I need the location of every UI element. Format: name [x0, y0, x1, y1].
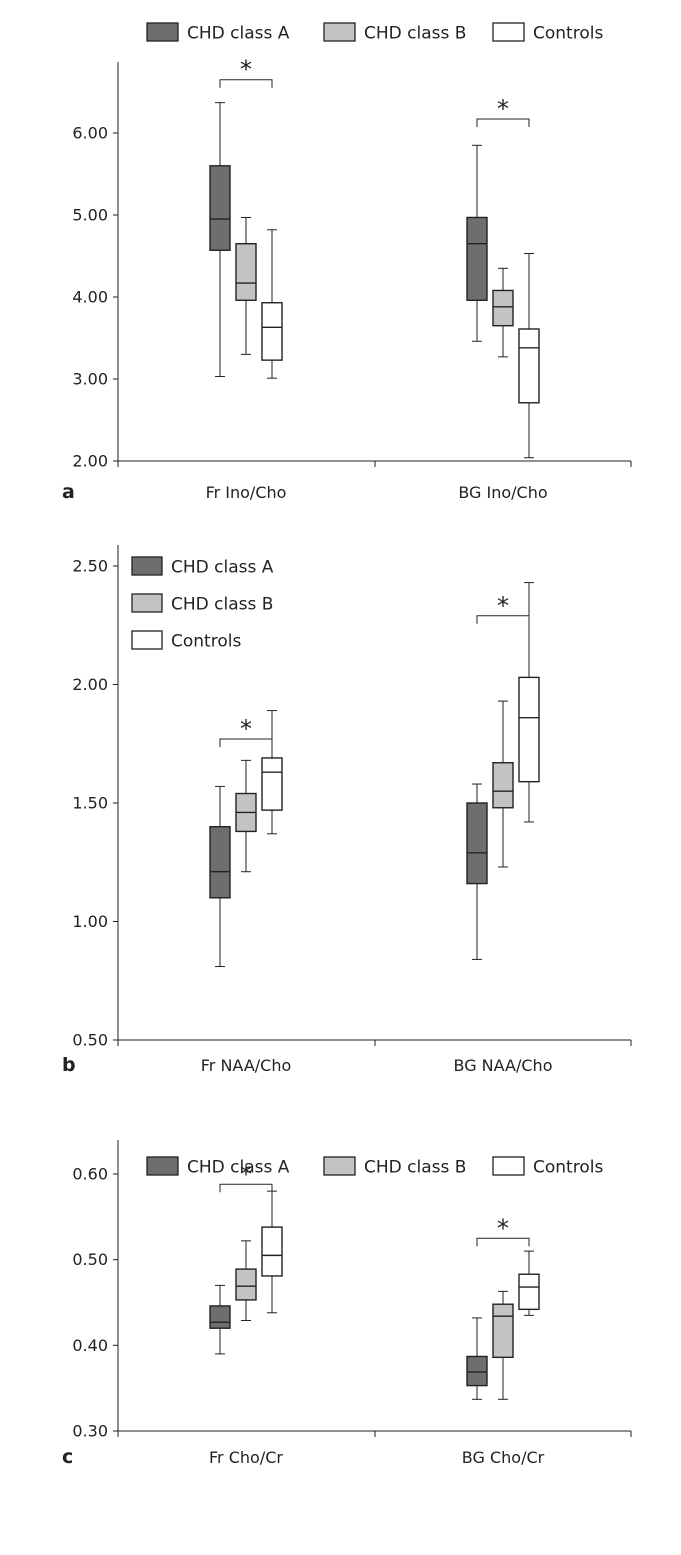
y-tick-label: 1.50: [72, 794, 108, 813]
box-plot: [518, 253, 540, 459]
iqr-box: [492, 762, 514, 809]
box-plot: [209, 1284, 231, 1355]
significance-bracket: [476, 118, 530, 128]
legend-swatch: [492, 22, 525, 42]
legend-label: CHD class A: [187, 24, 290, 44]
iqr-box: [209, 165, 231, 251]
significance-bracket: [219, 738, 273, 748]
iqr-box: [492, 1303, 514, 1359]
chart-panel-a: 2.00 3.00 4.00 5.00 6.00 a Fr Ino/Cho BG Ino/Ch…: [62, 22, 632, 503]
y-tick-label: 2.00: [72, 675, 108, 694]
box-plot: [235, 216, 257, 355]
iqr-box: [518, 1273, 540, 1311]
significance-star: *: [497, 1214, 509, 1242]
legend-swatch: [323, 22, 356, 42]
category-label: Fr NAA/Cho: [201, 1056, 292, 1075]
legend-swatch: [492, 1156, 525, 1176]
significance-star: *: [240, 56, 252, 84]
y-tick-label: 0.30: [72, 1422, 108, 1441]
iqr-box: [209, 1305, 231, 1329]
box-plot: [466, 1317, 488, 1400]
iqr-box: [466, 1355, 488, 1387]
significance-star: *: [240, 1160, 252, 1188]
iqr-box: [235, 1268, 257, 1301]
iqr-box: [518, 328, 540, 404]
legend-swatch: [131, 556, 163, 576]
panel-letter: a: [62, 481, 75, 503]
y-tick-label: 0.50: [72, 1031, 108, 1050]
legend-label: CHD class B: [364, 24, 466, 44]
iqr-box: [518, 676, 540, 783]
legend-label: CHD class A: [171, 558, 274, 578]
significance-star: *: [497, 592, 509, 620]
iqr-box: [261, 757, 283, 811]
box-plot: [261, 710, 283, 835]
legend-swatch: [131, 630, 163, 650]
significance-bracket: [476, 615, 530, 624]
iqr-box: [235, 242, 257, 301]
box-plot: [466, 144, 488, 342]
box-plot: [518, 582, 540, 823]
box-plot: [518, 1250, 540, 1316]
y-tick-label: 6.00: [72, 124, 108, 143]
iqr-box: [466, 802, 488, 885]
y-tick-label: 2.00: [72, 452, 108, 471]
panel-letter: b: [62, 1054, 76, 1076]
significance-star: *: [497, 95, 509, 123]
category-label: BG Cho/Cr: [462, 1448, 545, 1467]
legend-label: Controls: [533, 1158, 603, 1178]
y-tick-label: 0.40: [72, 1336, 108, 1355]
panel-letter: c: [62, 1446, 73, 1468]
legend-swatch: [131, 593, 163, 613]
chart-panel-b: 0.50 1.00 1.50 2.00 2.50 b Fr NAA/Cho BG NAA/Ch…: [62, 545, 632, 1076]
box-plot: [235, 1240, 257, 1321]
box-plot: [466, 783, 488, 960]
box-plot: [209, 102, 231, 378]
box-plot: [235, 759, 257, 873]
box-plot: [492, 1290, 514, 1400]
legend-swatch: [323, 1156, 356, 1176]
category-label: Fr Ino/Cho: [206, 483, 287, 502]
chart-panel-c: 0.30 0.40 0.50 0.60 c Fr Cho/Cr BG Cho/Cr CHD c…: [62, 1140, 632, 1468]
iqr-box: [261, 1226, 283, 1277]
box-plot: [261, 1190, 283, 1314]
legend-label: CHD class A: [187, 1158, 290, 1178]
box-plot: [261, 229, 283, 379]
y-tick-label: 3.00: [72, 370, 108, 389]
box-plot: [492, 700, 514, 868]
box-plot: [492, 267, 514, 358]
box-plot: [209, 785, 231, 968]
iqr-box: [209, 826, 231, 899]
category-label: BG Ino/Cho: [458, 483, 547, 502]
iqr-box: [261, 302, 283, 361]
y-tick-label: 2.50: [72, 557, 108, 576]
iqr-box: [492, 289, 514, 327]
category-label: Fr Cho/Cr: [209, 1448, 283, 1467]
legend-label: Controls: [171, 632, 241, 652]
significance-bracket: [219, 79, 273, 88]
significance-bracket: [476, 1237, 530, 1247]
y-tick-label: 0.60: [72, 1165, 108, 1184]
significance-bracket: [219, 1183, 273, 1193]
y-tick-label: 1.00: [72, 912, 108, 931]
legend-label: CHD class B: [171, 595, 273, 615]
legend-label: Controls: [533, 24, 603, 44]
category-label: BG NAA/Cho: [454, 1056, 553, 1075]
y-tick-label: 0.50: [72, 1250, 108, 1269]
y-tick-label: 4.00: [72, 288, 108, 307]
iqr-box: [466, 216, 488, 301]
legend-swatch: [146, 22, 179, 42]
y-tick-label: 5.00: [72, 206, 108, 225]
legend-label: CHD class B: [364, 1158, 466, 1178]
significance-star: *: [240, 715, 252, 743]
legend-swatch: [146, 1156, 179, 1176]
